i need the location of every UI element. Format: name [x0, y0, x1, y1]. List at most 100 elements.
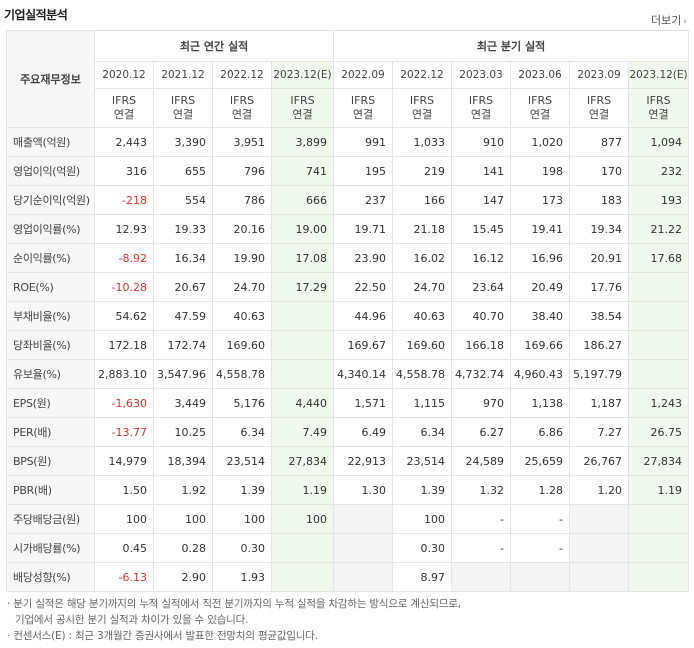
- value-cell: 195: [333, 156, 394, 186]
- table-row: EPS(원) -1,630 3,449 5,176 4,440 1,571 1,115 970…: [6, 388, 690, 418]
- value-cell: 0.30: [212, 533, 272, 563]
- value-cell: 991: [333, 127, 394, 157]
- table-row: BPS(원) 14,979 18,394 23,514 27,834 22,913 23,5…: [6, 446, 690, 476]
- value-cell: 3,547.96: [153, 359, 213, 389]
- value-cell: 316: [94, 156, 154, 186]
- table-row: 부채비율(%) 54.62 47.59 40.63 44.96 40.63 40.70 38.…: [6, 301, 690, 331]
- basis-consolidation: 연결: [231, 108, 253, 121]
- row-label: PER(배): [6, 417, 95, 447]
- value-cell: [628, 533, 690, 563]
- row-label: 당기순이익(억원): [6, 185, 95, 215]
- value-cell: 1.19: [628, 475, 690, 505]
- period-header: 2023.12(E): [628, 61, 690, 89]
- row-label: 영업이익(억원): [6, 156, 95, 186]
- value-cell: 2,443: [94, 127, 154, 157]
- value-cell: [333, 562, 394, 592]
- value-cell: [333, 533, 394, 563]
- value-cell: 27,834: [270, 446, 335, 476]
- value-cell: 40.63: [212, 301, 272, 331]
- footnote-quarterly: · 분기 실적은 해당 분기까지의 누적 실적에서 직전 분기까지의 누적 실적…: [7, 598, 461, 610]
- basis-consolidation: 연결: [470, 108, 492, 121]
- more-link[interactable]: 더보기 ›: [651, 12, 687, 28]
- value-cell: 17.68: [628, 243, 690, 273]
- basis-standard: IFRS: [170, 94, 196, 107]
- value-cell: 40.70: [451, 301, 512, 331]
- value-cell: 219: [392, 156, 453, 186]
- period-header: 2022.12: [212, 61, 272, 89]
- basis-consolidation: 연결: [529, 108, 551, 121]
- value-cell: 1.50: [94, 475, 154, 505]
- value-cell: 100: [392, 504, 453, 534]
- period-header: 2021.12: [153, 61, 213, 89]
- value-cell: -13.77: [94, 417, 154, 447]
- value-cell: 1.39: [392, 475, 453, 505]
- value-cell: 20.49: [510, 272, 571, 302]
- value-cell: 198: [510, 156, 571, 186]
- value-cell: 38.54: [569, 301, 630, 331]
- value-cell: 1,115: [392, 388, 453, 418]
- row-label: 당좌비율(%): [6, 330, 95, 360]
- value-cell: 8.97: [392, 562, 453, 592]
- value-cell: 100: [153, 504, 213, 534]
- value-cell: 24.70: [212, 272, 272, 302]
- value-cell: [270, 330, 335, 360]
- value-cell: 554: [153, 185, 213, 215]
- basis-standard: IFRS: [468, 94, 494, 107]
- value-cell: 19.41: [510, 214, 571, 244]
- footnote-quarterly-cont: 기업에서 공시한 분기 실적과 차이가 있을 수 있습니다.: [15, 614, 249, 626]
- value-cell: 23.64: [451, 272, 512, 302]
- table-body: 매출액(억원) 2,443 3,390 3,951 3,899 991 1,033 910 1,…: [6, 127, 690, 592]
- basis-consolidation: 연결: [648, 108, 669, 121]
- value-cell: [569, 533, 630, 563]
- value-cell: 1,020: [510, 127, 571, 157]
- period-header: 2022.12: [392, 61, 453, 89]
- value-cell: 169.67: [333, 330, 394, 360]
- value-cell: 10.25: [153, 417, 213, 447]
- value-cell: 170: [569, 156, 630, 186]
- value-cell: 169.60: [392, 330, 453, 360]
- value-cell: 1.32: [451, 475, 512, 505]
- value-cell: -8.92: [94, 243, 154, 273]
- value-cell: 20.67: [153, 272, 213, 302]
- value-cell: 3,899: [270, 127, 335, 157]
- basis-consolidation: 연결: [172, 108, 194, 121]
- row-label: 주당배당금(원): [6, 504, 95, 534]
- value-cell: 0.28: [153, 533, 213, 563]
- value-cell: [270, 301, 335, 331]
- value-cell: 4,558.78: [392, 359, 453, 389]
- value-cell: 22,913: [333, 446, 394, 476]
- value-cell: 16.96: [510, 243, 571, 273]
- value-cell: 183: [569, 185, 630, 215]
- value-cell: 7.49: [270, 417, 335, 447]
- basis-header: IFRS 연결: [451, 88, 512, 128]
- value-cell: 26,767: [569, 446, 630, 476]
- value-cell: 38.40: [510, 301, 571, 331]
- basis-standard: IFRS: [586, 94, 612, 107]
- value-cell: 18,394: [153, 446, 213, 476]
- value-cell: 237: [333, 185, 394, 215]
- value-cell: 1,094: [628, 127, 690, 157]
- value-cell: 3,449: [153, 388, 213, 418]
- value-cell: -1,630: [94, 388, 154, 418]
- table-row: 배당성향(%) -6.13 2.90 1.93 8.97: [6, 562, 690, 592]
- table-row: 당기순이익(억원) -218 554 786 666 237 166 147 173 183 193: [6, 185, 690, 215]
- value-cell: 1,571: [333, 388, 394, 418]
- value-cell: 172.18: [94, 330, 154, 360]
- basis-header: IFRS 연결: [628, 88, 690, 128]
- value-cell: 6.27: [451, 417, 512, 447]
- basis-header: IFRS 연결: [153, 88, 213, 128]
- basis-standard: IFRS: [290, 94, 315, 107]
- basis-header: IFRS 연결: [333, 88, 394, 128]
- value-cell: 19.00: [270, 214, 335, 244]
- basis-header: IFRS 연결: [94, 88, 154, 128]
- value-cell: -: [451, 533, 512, 563]
- basis-standard: IFRS: [527, 94, 553, 107]
- value-cell: 16.12: [451, 243, 512, 273]
- table-row: 당좌비율(%) 172.18 172.74 169.60 169.67 169.60 166…: [6, 330, 690, 360]
- value-cell: [270, 359, 335, 389]
- period-header: 2023.12(E): [270, 61, 335, 89]
- value-cell: [628, 562, 690, 592]
- value-cell: [628, 330, 690, 360]
- value-cell: 2.90: [153, 562, 213, 592]
- value-cell: 23.90: [333, 243, 394, 273]
